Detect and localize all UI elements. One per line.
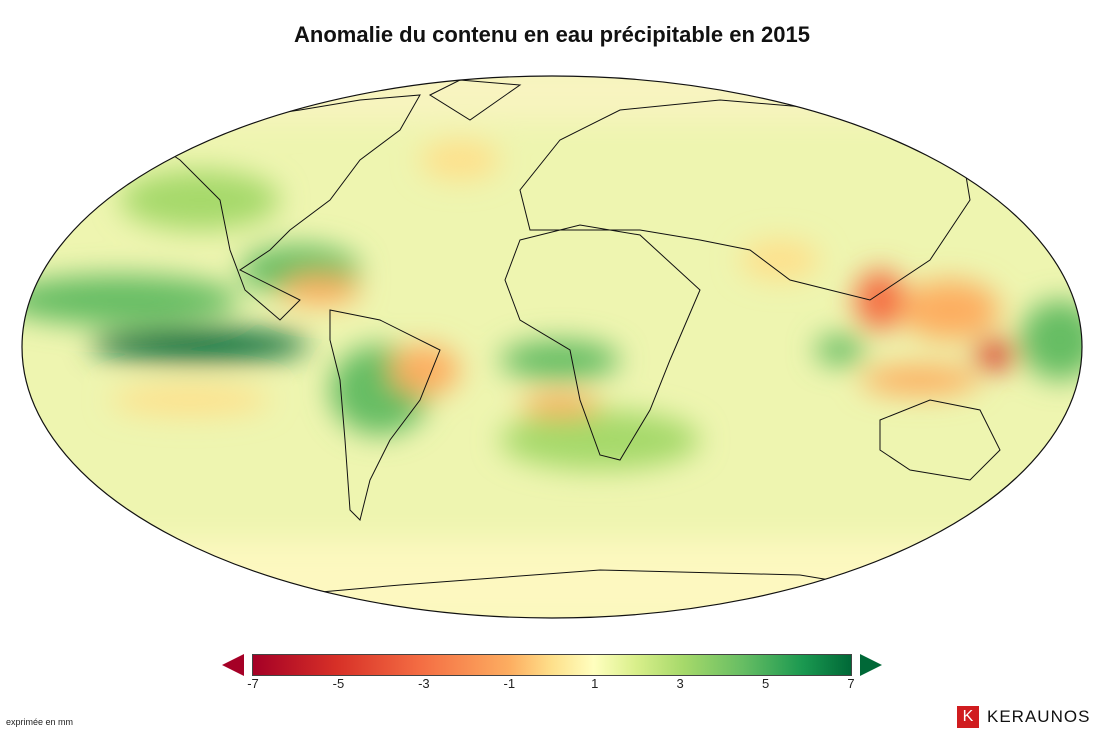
map-border: [21, 75, 1083, 619]
unit-note: exprimée en mm: [6, 717, 74, 727]
colorbar-tick-label: 1: [591, 676, 599, 691]
colorbar-tick-label: 3: [676, 676, 684, 691]
keraunos-logo: K KERAUNOS: [957, 706, 1090, 728]
logo-text: KERAUNOS: [987, 707, 1091, 726]
logo-mark: K: [957, 706, 979, 728]
colorbar-tick-label: 5: [761, 676, 770, 691]
colorbar-tick-label: -3: [418, 676, 430, 691]
colorbar-tick-label: -5: [332, 676, 345, 691]
colorbar-extend-high: [860, 654, 882, 676]
colorbar-tick-label: 7: [847, 676, 855, 691]
world-map: [21, 75, 1083, 619]
map-title: Anomalie du contenu en eau précipitable …: [294, 22, 810, 47]
colorbar: [252, 654, 852, 676]
colorbar-tick-label: -7: [247, 676, 259, 691]
colorbar-tick-label: -1: [503, 676, 516, 691]
colorbar-extend-low: [222, 654, 244, 676]
